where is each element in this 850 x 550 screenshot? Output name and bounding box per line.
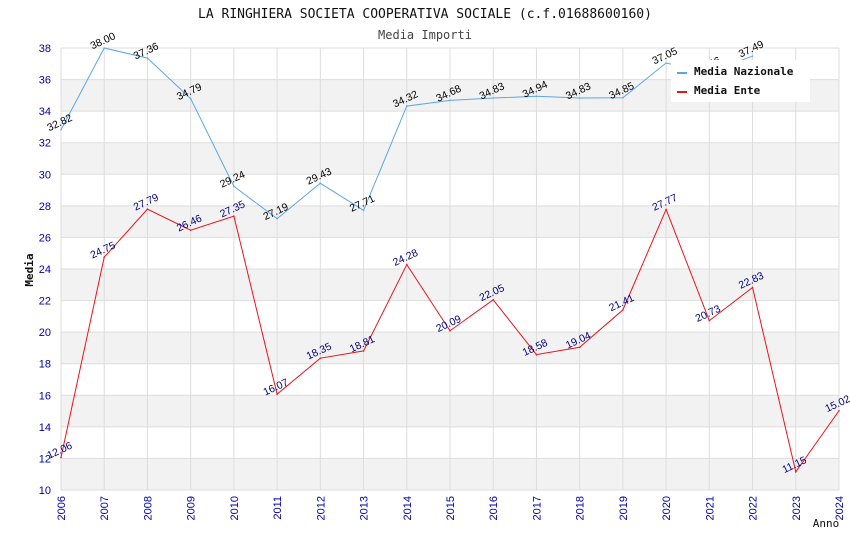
data-point xyxy=(319,357,322,359)
y-tick-label: 16 xyxy=(39,390,51,402)
y-tick-label: 20 xyxy=(39,327,51,339)
chart-subtitle: Media Importi xyxy=(378,28,472,42)
data-point xyxy=(449,329,451,332)
data-point xyxy=(146,208,149,210)
y-tick-label: 30 xyxy=(39,169,51,181)
x-tick-label: 2008 xyxy=(142,496,154,520)
y-tick-label: 34 xyxy=(39,106,51,118)
x-tick-label: 2018 xyxy=(575,496,587,520)
x-tick-label: 2014 xyxy=(402,496,414,520)
y-axis-title: Media xyxy=(23,253,36,286)
y-tick-label: 36 xyxy=(39,75,51,87)
data-point xyxy=(276,393,278,395)
gridlines xyxy=(60,47,840,491)
x-tick-label: 2006 xyxy=(56,496,68,520)
legend-label-media-ente: Media Ente xyxy=(694,84,761,97)
data-point xyxy=(189,97,192,100)
x-tick-label: 2022 xyxy=(748,496,760,520)
data-point xyxy=(276,217,278,220)
x-tick-label: 2007 xyxy=(99,496,111,520)
y-tick-label: 38 xyxy=(39,43,51,55)
data-point xyxy=(535,353,538,356)
data-point xyxy=(578,346,581,349)
y-tick-label: 14 xyxy=(39,422,51,434)
x-tick-label: 2009 xyxy=(186,496,198,520)
data-label: 38.00 xyxy=(89,30,118,52)
data-point xyxy=(405,105,408,107)
data-label: 20.73 xyxy=(694,303,723,325)
x-tick-label: 2017 xyxy=(531,496,543,520)
data-point xyxy=(319,182,322,185)
data-label: 24.28 xyxy=(391,247,420,269)
data-point xyxy=(233,215,235,217)
x-tick-label: 2023 xyxy=(791,496,803,520)
x-axis-title: Anno xyxy=(813,517,840,530)
y-tick-label: 28 xyxy=(39,201,51,213)
legend: Media Nazionale Media Ente xyxy=(671,60,810,102)
data-point xyxy=(405,263,408,266)
data-point xyxy=(838,409,840,412)
x-tick-label: 2021 xyxy=(704,496,716,520)
data-point xyxy=(665,62,667,64)
data-point xyxy=(708,319,711,322)
x-tick-label: 2013 xyxy=(359,496,371,520)
y-tick-label: 22 xyxy=(39,296,51,308)
data-point xyxy=(362,350,365,352)
data-point xyxy=(492,298,495,301)
legend-box xyxy=(671,60,810,102)
x-tick-label: 2015 xyxy=(445,496,457,520)
x-tick-label: 2012 xyxy=(315,496,327,520)
x-tick-label: 2016 xyxy=(488,496,500,520)
data-label: 24.75 xyxy=(89,239,118,261)
data-point xyxy=(794,471,797,473)
data-point xyxy=(751,55,754,57)
data-point xyxy=(362,209,365,212)
series-lines xyxy=(60,47,840,474)
legend-label-media-nazionale: Media Nazionale xyxy=(694,65,794,78)
x-tick-label: 2019 xyxy=(618,496,630,520)
data-point xyxy=(578,97,581,99)
data-point xyxy=(189,229,192,231)
y-tick-label: 10 xyxy=(39,485,51,497)
data-point xyxy=(665,208,667,211)
data-point xyxy=(103,47,106,49)
x-tick-label: 2024 xyxy=(834,496,846,520)
data-point xyxy=(492,97,495,99)
data-point xyxy=(146,57,149,59)
data-point xyxy=(233,185,235,188)
data-point xyxy=(449,99,451,102)
x-tick-label: 2011 xyxy=(272,496,284,520)
y-tick-label: 32 xyxy=(39,138,51,150)
chart-title: LA RINGHIERA SOCIETA COOPERATIVA SOCIALE… xyxy=(198,7,652,22)
data-point xyxy=(751,286,754,289)
data-point xyxy=(535,95,538,98)
y-axis-ticks: 10 12 14 16 18 20 22 24 26 28 30 32 34 36 38 xyxy=(39,43,51,497)
y-tick-label: 18 xyxy=(39,359,51,371)
data-point xyxy=(622,309,624,311)
data-label: 37.36 xyxy=(132,40,161,62)
x-tick-label: 2010 xyxy=(229,496,241,520)
data-point xyxy=(103,256,106,258)
y-tick-label: 12 xyxy=(39,453,51,465)
x-tick-label: 2020 xyxy=(661,496,673,520)
data-point xyxy=(60,128,62,131)
data-point xyxy=(60,456,62,459)
y-tick-label: 24 xyxy=(39,264,51,276)
data-point xyxy=(622,96,624,99)
x-axis-ticks: 2006 2007 2008 2009 2010 2011 2012 2013 2014 2015… xyxy=(56,496,846,520)
y-tick-label: 26 xyxy=(39,232,51,244)
